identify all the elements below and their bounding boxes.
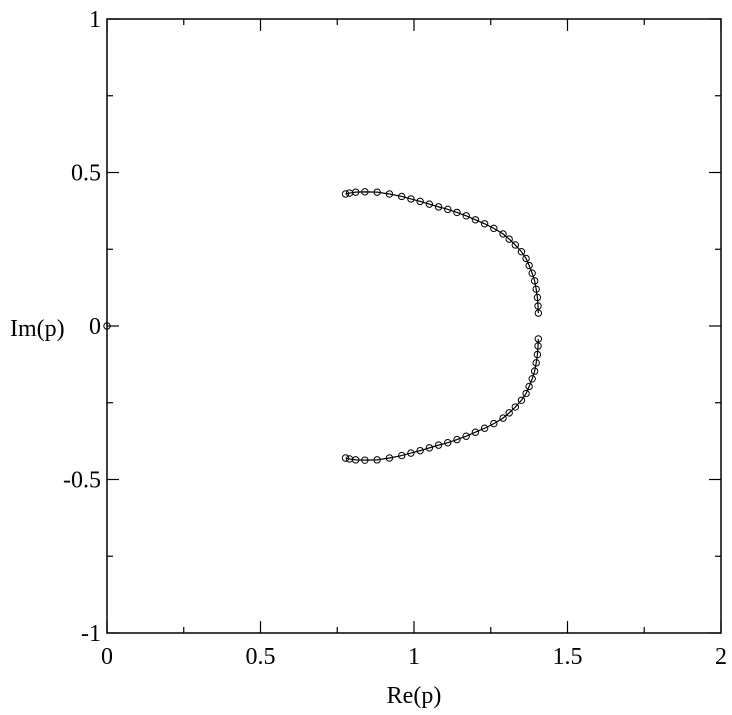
x-tick-label: 0 bbox=[101, 644, 113, 670]
data-point bbox=[373, 188, 381, 196]
data-point bbox=[528, 269, 536, 277]
data-point bbox=[416, 197, 424, 206]
data-point bbox=[511, 241, 520, 249]
data-point bbox=[528, 375, 536, 383]
y-tick-label: 0.5 bbox=[71, 161, 101, 187]
data-point bbox=[517, 248, 526, 256]
data-point bbox=[505, 235, 513, 243]
data-point bbox=[533, 350, 542, 359]
data-point bbox=[532, 359, 540, 367]
data-point bbox=[471, 216, 480, 224]
data-point bbox=[434, 441, 443, 449]
series-0 bbox=[341, 188, 543, 317]
tick-labels: 0 0.5 1 1.5 2 -1 -0.5 0 0.5 1 bbox=[63, 7, 727, 670]
data-point bbox=[499, 414, 507, 422]
x-axis-label: Re(p) bbox=[387, 683, 442, 709]
x-tick-label: 2 bbox=[715, 644, 727, 670]
data-point bbox=[453, 208, 461, 217]
data-point bbox=[471, 428, 480, 436]
series-2 bbox=[103, 322, 111, 330]
data-point bbox=[453, 435, 461, 444]
data-point bbox=[530, 277, 539, 285]
x-tick-label: 1 bbox=[408, 644, 420, 670]
data-point bbox=[530, 367, 539, 375]
data-point bbox=[462, 212, 470, 220]
data-point bbox=[511, 403, 520, 411]
data-point bbox=[398, 451, 406, 460]
data-point bbox=[444, 205, 452, 214]
data-point bbox=[385, 190, 394, 198]
data-point bbox=[522, 254, 530, 263]
data-point bbox=[416, 446, 424, 455]
series-layer bbox=[103, 188, 543, 464]
data-point bbox=[534, 302, 542, 310]
data-point bbox=[490, 224, 498, 233]
data-point bbox=[522, 389, 530, 398]
data-point bbox=[361, 188, 369, 196]
data-point bbox=[385, 454, 394, 462]
data-point bbox=[425, 444, 434, 452]
data-point bbox=[361, 456, 369, 464]
data-point bbox=[499, 230, 507, 238]
data-point bbox=[525, 382, 533, 391]
y-tick-label: -0.5 bbox=[63, 468, 101, 494]
data-point bbox=[373, 456, 381, 464]
y-axis-label: Im(p) bbox=[10, 316, 65, 342]
data-point bbox=[534, 342, 542, 350]
series-1 bbox=[341, 335, 543, 464]
data-point bbox=[505, 409, 513, 417]
data-point bbox=[517, 396, 526, 404]
data-point bbox=[532, 285, 540, 293]
data-point bbox=[341, 454, 350, 462]
data-point bbox=[351, 456, 360, 464]
data-point bbox=[534, 309, 543, 317]
data-point bbox=[398, 192, 406, 201]
data-point bbox=[462, 432, 470, 440]
data-point bbox=[490, 419, 498, 428]
data-point bbox=[434, 203, 443, 211]
data-point bbox=[351, 188, 360, 196]
series-line bbox=[345, 338, 539, 461]
ticks bbox=[106, 18, 722, 634]
data-point bbox=[480, 424, 489, 432]
y-tick-label: -1 bbox=[81, 621, 101, 647]
data-point bbox=[525, 261, 533, 270]
series-line bbox=[345, 191, 539, 314]
data-point bbox=[480, 220, 489, 228]
data-point bbox=[407, 195, 415, 203]
data-point bbox=[341, 190, 350, 198]
data-point bbox=[533, 293, 542, 302]
x-tick-label: 0.5 bbox=[246, 644, 276, 670]
plot-frame bbox=[106, 18, 722, 634]
data-point bbox=[534, 335, 543, 343]
data-point bbox=[425, 200, 434, 208]
y-tick-label: 0 bbox=[89, 314, 101, 340]
data-point bbox=[444, 438, 452, 447]
x-tick-label: 1.5 bbox=[553, 644, 583, 670]
data-point bbox=[407, 449, 415, 457]
data-point bbox=[103, 322, 111, 330]
y-tick-label: 1 bbox=[89, 7, 101, 33]
